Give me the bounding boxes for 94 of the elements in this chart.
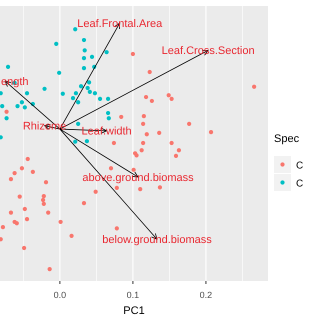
point (82, 48, 87, 52)
annotation: below.ground.biomass (102, 234, 212, 246)
point (8, 176, 14, 182)
point (108, 166, 114, 170)
point (82, 200, 86, 206)
x-axis-title: PC1 (123, 305, 145, 317)
point (106, 96, 110, 101)
point (114, 186, 119, 190)
point (130, 52, 136, 56)
point (187, 122, 192, 126)
point (82, 66, 86, 70)
point (44, 180, 48, 184)
point (24, 91, 30, 96)
x-tick-label: 0.1 (126, 290, 140, 300)
point (22, 206, 27, 212)
point (76, 122, 80, 126)
annotation: ength (1, 76, 29, 88)
annotation: Leaf.Cross.Section (162, 45, 255, 58)
point (138, 187, 142, 192)
point (57, 70, 62, 75)
point (4, 116, 9, 120)
point (114, 226, 119, 230)
x-tick-label: 0.2 (200, 290, 212, 300)
point (82, 38, 86, 42)
point (58, 220, 63, 224)
point (12, 171, 17, 176)
point (90, 54, 94, 59)
point (42, 86, 47, 91)
point (4, 110, 9, 114)
point (40, 198, 46, 202)
point (157, 130, 162, 136)
point (46, 210, 50, 215)
legend-label: C (296, 160, 304, 172)
point (169, 140, 174, 146)
point (24, 216, 30, 222)
annotation: Leaf.width (82, 126, 132, 138)
point (84, 139, 90, 144)
point (132, 168, 136, 172)
point (141, 140, 146, 146)
annotation: Leaf.Frontal.Area (77, 18, 164, 30)
legend-title: Spec (274, 133, 300, 145)
point (144, 94, 148, 100)
legend-label: C (296, 178, 304, 190)
point (148, 70, 152, 74)
point (140, 148, 144, 152)
point (20, 166, 24, 170)
point (158, 185, 162, 190)
point (82, 56, 86, 60)
point (54, 42, 58, 46)
point (0, 237, 3, 242)
point (86, 86, 90, 90)
point (142, 114, 146, 118)
point (208, 130, 214, 134)
point (15, 104, 20, 108)
point (106, 116, 111, 120)
point (30, 170, 35, 174)
point (150, 98, 154, 104)
point (252, 84, 256, 89)
point (22, 246, 26, 250)
point (26, 156, 30, 162)
point (74, 91, 78, 96)
point (22, 105, 27, 110)
point (60, 92, 65, 96)
point (106, 110, 110, 116)
point (88, 90, 92, 94)
point (42, 194, 46, 198)
point (69, 234, 74, 238)
point (104, 50, 109, 54)
point (119, 114, 124, 120)
point (70, 96, 76, 100)
point (144, 132, 149, 136)
point (73, 140, 78, 144)
point (98, 96, 102, 101)
point (0, 224, 6, 230)
point (20, 100, 24, 104)
point (174, 154, 178, 158)
point (73, 27, 78, 32)
point (112, 140, 116, 146)
point (94, 190, 98, 194)
point (0, 104, 4, 108)
point (42, 202, 46, 206)
point (78, 84, 84, 88)
point (76, 100, 80, 104)
point (141, 122, 146, 126)
point (48, 267, 52, 272)
point (8, 210, 14, 215)
point (176, 148, 182, 152)
point (6, 64, 10, 69)
point (18, 194, 22, 199)
x-tick-label: 0.0 (54, 290, 66, 300)
point (86, 80, 92, 84)
point (92, 91, 98, 96)
point (169, 96, 174, 101)
point (166, 93, 171, 98)
